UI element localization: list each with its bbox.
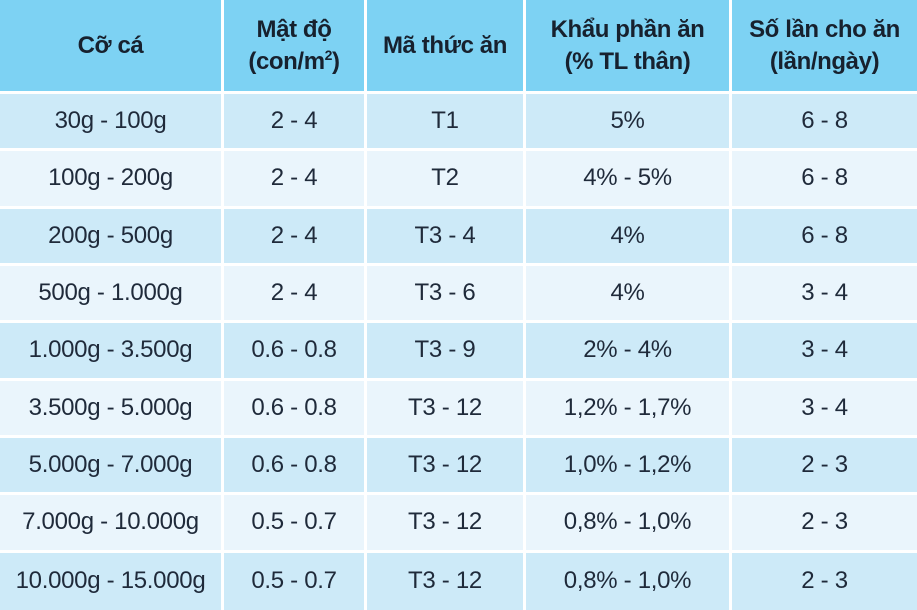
cell-feed-code: T3 - 4: [367, 208, 526, 266]
header-feeding-times: Số lần cho ăn (lần/ngày): [732, 0, 917, 94]
cell-ration: 0,8% - 1,0%: [526, 552, 732, 610]
header-density-unit-sup: 2: [324, 46, 333, 63]
cell-ration: 5%: [526, 94, 732, 152]
cell-fish-size: 500g - 1.000g: [0, 265, 224, 324]
cell-feeding-times: 2 - 3: [732, 437, 917, 496]
cell-feeding-times: 3 - 4: [732, 323, 917, 381]
cell-feed-code: T3 - 12: [367, 380, 526, 438]
header-feed-code-label: Mã thức ăn: [382, 31, 508, 59]
cell-ration: 0,8% - 1,0%: [526, 495, 732, 553]
header-feed-code: Mã thức ăn: [367, 0, 526, 94]
cell-ration: 4% - 5%: [526, 151, 732, 209]
cell-density: 2 - 4: [224, 151, 367, 209]
cell-feed-code: T2: [367, 151, 526, 209]
cell-fish-size: 100g - 200g: [0, 151, 224, 209]
header-density-unit-text: (con/m: [248, 47, 325, 75]
header-density-label: Mật độ: [256, 15, 332, 43]
cell-feed-code: T3 - 9: [367, 323, 526, 381]
cell-density: 0.5 - 0.7: [224, 552, 367, 610]
cell-fish-size: 10.000g - 15.000g: [0, 552, 224, 610]
header-ration-unit: (% TL thân): [564, 47, 691, 75]
header-fish-size-label: Cỡ cá: [77, 31, 144, 59]
cell-feeding-times: 2 - 3: [732, 495, 917, 553]
header-density-unit-close: ): [332, 47, 340, 75]
header-feeding-times-unit: (lần/ngày): [769, 47, 880, 75]
header-fish-size: Cỡ cá: [0, 0, 224, 94]
cell-density: 0.6 - 0.8: [224, 437, 367, 496]
cell-feed-code: T3 - 12: [367, 552, 526, 610]
header-ration: Khẩu phần ăn (% TL thân): [526, 0, 732, 94]
header-ration-label: Khẩu phần ăn: [550, 15, 705, 43]
cell-feeding-times: 3 - 4: [732, 380, 917, 438]
cell-feeding-times: 6 - 8: [732, 151, 917, 209]
cell-feeding-times: 6 - 8: [732, 208, 917, 266]
cell-density: 0.6 - 0.8: [224, 380, 367, 438]
cell-ration: 1,0% - 1,2%: [526, 437, 732, 496]
cell-feed-code: T3 - 12: [367, 495, 526, 553]
cell-density: 2 - 4: [224, 94, 367, 152]
cell-ration: 2% - 4%: [526, 323, 732, 381]
header-density: Mật độ (con/m2): [224, 0, 367, 94]
cell-fish-size: 200g - 500g: [0, 208, 224, 266]
cell-feed-code: T1: [367, 94, 526, 152]
cell-fish-size: 30g - 100g: [0, 94, 224, 152]
cell-fish-size: 5.000g - 7.000g: [0, 437, 224, 496]
cell-feed-code: T3 - 6: [367, 265, 526, 324]
cell-density: 0.6 - 0.8: [224, 323, 367, 381]
cell-ration: 4%: [526, 265, 732, 324]
cell-density: 0.5 - 0.7: [224, 495, 367, 553]
cell-feeding-times: 6 - 8: [732, 94, 917, 152]
cell-density: 2 - 4: [224, 265, 367, 324]
cell-ration: 4%: [526, 208, 732, 266]
cell-ration: 1,2% - 1,7%: [526, 380, 732, 438]
cell-fish-size: 1.000g - 3.500g: [0, 323, 224, 381]
cell-fish-size: 7.000g - 10.000g: [0, 495, 224, 553]
cell-feeding-times: 2 - 3: [732, 552, 917, 610]
cell-density: 2 - 4: [224, 208, 367, 266]
header-density-unit: (con/m2): [248, 46, 340, 78]
header-feeding-times-label: Số lần cho ăn: [749, 15, 900, 43]
cell-feed-code: T3 - 12: [367, 437, 526, 496]
cell-feeding-times: 3 - 4: [732, 265, 917, 324]
cell-fish-size: 3.500g - 5.000g: [0, 380, 224, 438]
